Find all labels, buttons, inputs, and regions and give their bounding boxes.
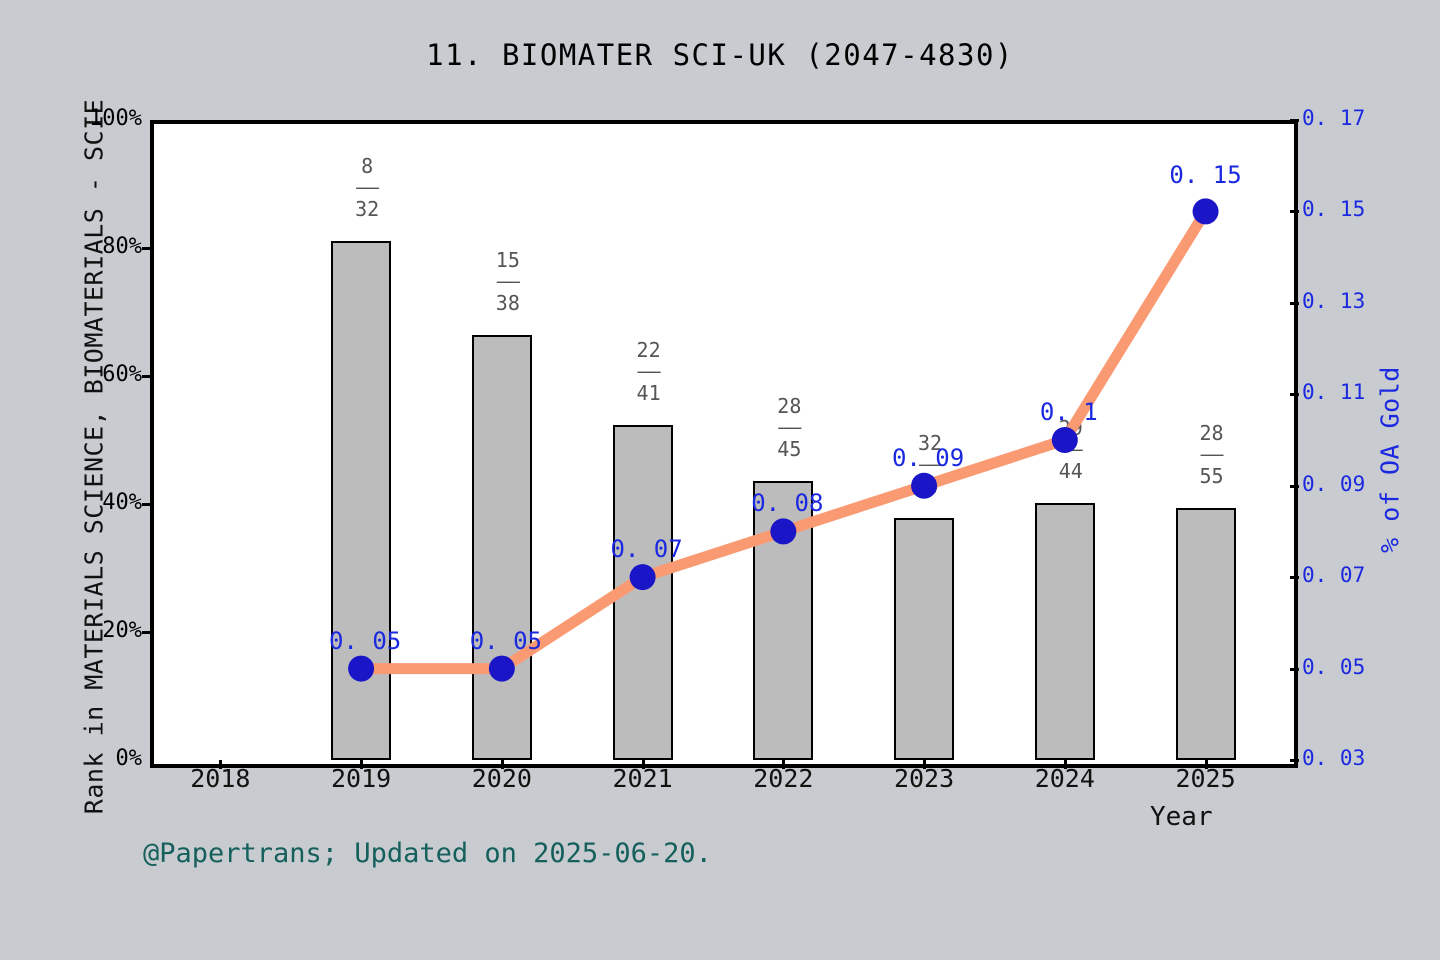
data-point-label-2020: 0. 05 [469, 626, 542, 655]
bar-2022 [753, 480, 814, 760]
right-axis-tick-label: 0. 05 [1302, 654, 1366, 679]
fraction-numerator: 8 [361, 153, 374, 178]
x-axis-tick-mark [1063, 760, 1067, 769]
bar-2019 [331, 240, 392, 760]
fraction-denominator: 55 [1199, 464, 1224, 489]
fraction-denominator: 32 [355, 196, 380, 221]
x-axis-title: Year [1150, 802, 1213, 832]
fraction-divider: —— [1059, 436, 1083, 461]
fraction-denominator: 47 [918, 474, 943, 499]
left-axis-tick-label: 0% [115, 746, 143, 771]
bar-2023 [894, 518, 955, 760]
x-axis-tick-mark [923, 760, 927, 769]
bar-2024 [1034, 502, 1095, 760]
bar-fraction-label-2024: 29 —— 44 [1059, 418, 1083, 481]
data-point-label-2025: 0. 15 [1169, 161, 1242, 190]
fraction-divider: —— [356, 174, 379, 199]
right-axis-tick-label: 0. 17 [1302, 106, 1366, 130]
data-point-label-2022: 0. 08 [751, 489, 824, 518]
right-axis-tick-mark [1290, 210, 1299, 214]
data-point-label-2024: 0. 1 [1039, 398, 1098, 426]
bar-fraction-label-2021: 22 —— 41 [637, 340, 661, 403]
left-axis-tick-mark [142, 631, 152, 634]
annotation-note: @Papertrans; Updated on 2025-06-20. [143, 838, 712, 869]
right-axis-tick-mark [1290, 759, 1299, 762]
x-axis-tick-mark [219, 760, 223, 769]
x-axis-tick-mark [360, 760, 364, 769]
data-point-label-2019: 0. 05 [328, 626, 402, 655]
left-axis-tick-mark [142, 503, 152, 506]
fraction-divider: —— [778, 414, 801, 439]
fraction-divider: —— [496, 269, 520, 294]
left-axis-tick-mark [142, 247, 152, 250]
x-axis-tick-mark [1204, 760, 1208, 769]
right-axis-tick-label: 0. 11 [1302, 380, 1366, 405]
fraction-denominator: 45 [777, 436, 802, 461]
right-axis-tick-label: 0. 13 [1302, 288, 1366, 313]
x-axis-tick-mark [500, 760, 504, 769]
fraction-divider: —— [1200, 442, 1224, 467]
left-axis-title: Rank in MATERIALS SCIENCE, BIOMATERIALS … [79, 98, 109, 815]
bar-fraction-label-2025: 28 —— 55 [1200, 423, 1224, 486]
fraction-numerator: 15 [495, 248, 520, 273]
left-axis-tick-label: 100% [89, 106, 142, 131]
left-axis-tick-label: 60% [102, 362, 142, 387]
right-axis-tick-mark [1290, 484, 1299, 488]
bar-fraction-label-2019: 8 —— 32 [355, 156, 379, 219]
right-axis-tick-label: 0. 03 [1302, 746, 1366, 770]
fraction-denominator: 38 [495, 291, 520, 316]
left-axis-tick-mark [142, 375, 152, 378]
left-axis-tick-label: 20% [102, 618, 142, 643]
data-point-label-2021: 0. 07 [610, 535, 683, 564]
fraction-denominator: 41 [636, 381, 661, 406]
data-point-label-2023: 0. 09 [891, 443, 965, 472]
left-axis-tick-label: 40% [102, 490, 142, 515]
fraction-divider: —— [637, 359, 661, 384]
right-axis-tick-mark [1290, 393, 1299, 397]
bar-2020 [471, 335, 532, 760]
x-axis-tick-mark [641, 760, 645, 769]
bar-2025 [1175, 508, 1236, 760]
right-axis-tick-label: 0. 07 [1302, 563, 1366, 588]
bar-fraction-label-2022: 28 —— 45 [777, 396, 801, 459]
right-axis-tick-label: 0. 15 [1302, 197, 1366, 222]
fraction-numerator: 28 [1199, 421, 1224, 446]
x-axis-tick-mark [782, 760, 786, 769]
right-axis-tick-mark [1290, 576, 1299, 580]
bar-2021 [612, 425, 673, 760]
fraction-numerator: 22 [636, 338, 661, 363]
bar-fraction-label-2020: 15 —— 38 [496, 250, 520, 313]
right-axis-title: % of OA Gold [1375, 366, 1405, 553]
chart-title: 11. BIOMATER SCI-UK (2047-4830) [426, 38, 1014, 72]
plot-area [150, 120, 1298, 768]
fraction-numerator: 28 [777, 393, 802, 418]
right-axis-tick-mark [1290, 119, 1299, 122]
left-axis-tick-label: 80% [102, 234, 142, 259]
right-axis-tick-mark [1290, 667, 1299, 671]
right-axis-tick-mark [1290, 301, 1299, 305]
right-axis-tick-label: 0. 09 [1302, 471, 1366, 496]
fraction-denominator: 44 [1058, 458, 1083, 483]
